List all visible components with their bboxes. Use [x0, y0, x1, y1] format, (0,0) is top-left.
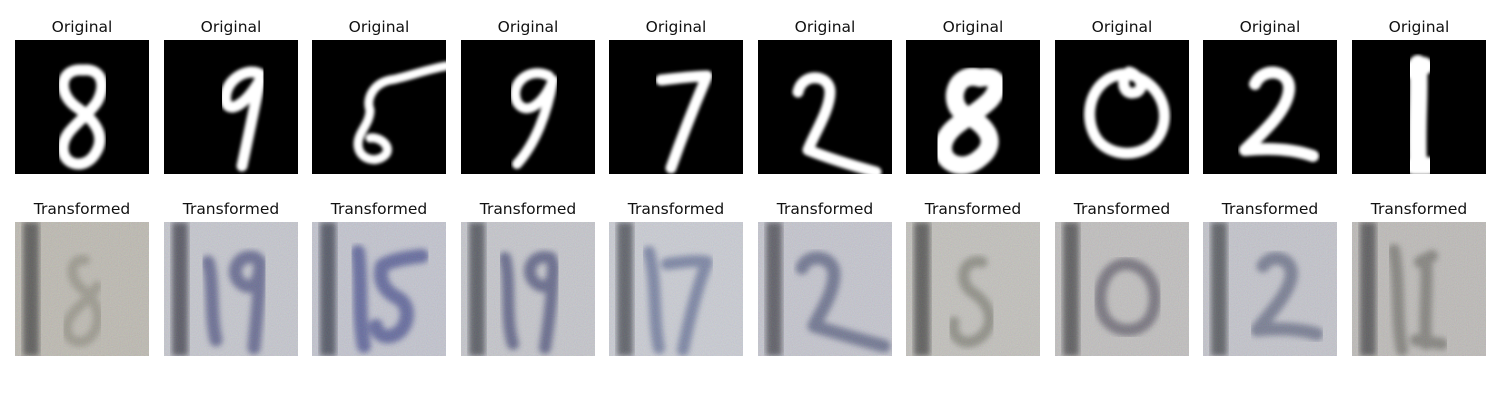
- transformed-digit-image: [312, 222, 446, 356]
- transformed-title: Transformed: [776, 200, 874, 218]
- transformed-digit-image: [461, 222, 595, 356]
- original-title: Original: [645, 18, 707, 36]
- original-title: Original: [348, 18, 410, 36]
- original-title: Original: [497, 18, 559, 36]
- transformed-title: Transformed: [479, 200, 577, 218]
- transformed-title: Transformed: [1073, 200, 1171, 218]
- original-digit-image: [312, 40, 446, 174]
- original-digit-image: [1055, 40, 1189, 174]
- transformed-title: Transformed: [1370, 200, 1468, 218]
- original-title: Original: [794, 18, 856, 36]
- transformed-digit-image: [906, 222, 1040, 356]
- original-digit-image: [758, 40, 892, 174]
- transformed-digit-image: [609, 222, 743, 356]
- transformed-digit-image: [1352, 222, 1486, 356]
- original-title: Original: [1388, 18, 1450, 36]
- transformed-title: Transformed: [1221, 200, 1319, 218]
- original-title: Original: [1091, 18, 1153, 36]
- transformed-digit-image: [1055, 222, 1189, 356]
- original-digit-image: [1352, 40, 1486, 174]
- original-digit-image: [164, 40, 298, 174]
- original-digit-image: [906, 40, 1040, 174]
- original-title: Original: [1239, 18, 1301, 36]
- original-title: Original: [51, 18, 113, 36]
- original-digit-image: [15, 40, 149, 174]
- transformed-title: Transformed: [33, 200, 131, 218]
- transformed-digit-image: [15, 222, 149, 356]
- original-title: Original: [200, 18, 262, 36]
- original-digit-image: [1203, 40, 1337, 174]
- transformed-digit-image: [1203, 222, 1337, 356]
- transformed-title: Transformed: [182, 200, 280, 218]
- transformed-title: Transformed: [330, 200, 428, 218]
- transformed-title: Transformed: [627, 200, 725, 218]
- original-digit-image: [461, 40, 595, 174]
- original-digit-image: [609, 40, 743, 174]
- transformed-title: Transformed: [924, 200, 1022, 218]
- original-title: Original: [942, 18, 1004, 36]
- transformed-digit-image: [758, 222, 892, 356]
- transformed-digit-image: [164, 222, 298, 356]
